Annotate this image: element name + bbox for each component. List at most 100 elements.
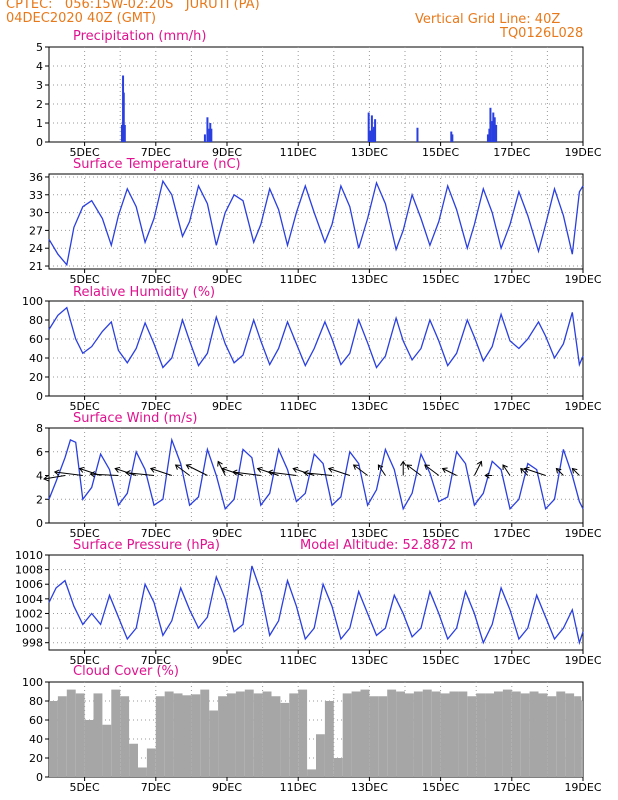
wind-vector [175,464,190,476]
precipitation-xtick-label: 11DEC [280,146,317,159]
wind-vector-head [114,466,121,473]
pressure-ytick-label: 1010 [15,549,43,562]
wind-vector [442,468,457,476]
humidity-frame [48,300,584,397]
wind-vector-head [256,466,263,473]
wind-ytick-label: 8 [36,422,43,435]
precip-bar [486,134,489,142]
precip-bar [206,117,209,142]
precip-bar [495,124,498,142]
pressure-ytick-label: 1008 [15,564,43,577]
wind-vector [473,461,482,476]
wind-vector [268,471,297,476]
cloud-bar [191,694,201,777]
humidity-title: Relative Humidity (%) [73,285,216,300]
header-location: CPTEC: 056:15W-02:20S JURUTI (PA) [6,0,260,12]
precip-bar [208,128,211,142]
pressure-xtick-label: 19DEC [564,654,601,667]
cloud-bar [111,689,121,777]
precip-bar [450,131,453,142]
wind-vector-head [520,467,526,474]
cloud-cover-ytick-label: 100 [22,676,43,689]
cloud-cover-xtick-label: 17DEC [493,781,530,794]
humidity-xtick-label: 19DEC [564,400,601,413]
wind-series-line [48,437,584,511]
humidity-xtick-label: 9DEC [212,400,242,413]
wind-vector-head [502,464,508,471]
cloud-bar [84,720,94,777]
cloud-bar [66,689,76,777]
cloud-bar [547,696,557,777]
cloud-bar [244,689,254,777]
cloud-bar [342,693,352,777]
pressure-xtick-label: 7DEC [141,654,171,667]
temperature-series-line [48,179,584,267]
cloud-bar [556,691,566,777]
wind-vector [520,468,529,476]
cloud-bar [324,701,334,777]
precip-bar [374,119,377,142]
precip-bar [492,112,495,142]
cloud-bar [574,696,582,777]
wind-vector [54,471,83,476]
cloud-cover-xtick-label: 9DEC [212,781,242,794]
wind-vector [125,472,155,476]
cloud-bar [57,696,67,777]
cloud-bar [146,748,156,777]
temperature-ytick-label: 21 [29,260,43,273]
cloud-bar [529,691,539,777]
temperature-ytick-label: 24 [29,242,43,255]
cloud-bar [387,689,397,777]
wind-vector-head [217,460,223,467]
wind-vector-head [267,469,274,476]
cloud-bar [280,702,290,777]
wind-vector [524,468,546,476]
precip-bar [416,127,419,142]
wind-ytick-label: 0 [36,517,43,530]
wind-vector [406,464,422,476]
cloud-bar [458,691,468,777]
pressure-xtick-label: 13DEC [351,654,388,667]
wind-vector-head [43,475,49,482]
wind-vector-head [292,466,299,473]
wind-vector-head [571,467,578,474]
pressure-ytick-label: 1006 [15,578,43,591]
cloud-bar [316,734,325,777]
precipitation-xtick-label: 15DEC [422,146,459,159]
wind-vector-head [352,464,359,470]
humidity-xtick-label: 5DEC [70,400,100,413]
temperature-ytick-label: 27 [29,224,43,237]
wind-vector [90,473,119,476]
cloud-bar [511,691,521,777]
cloud-bar [138,767,147,777]
cloud-bar [129,743,138,777]
wind-vector [378,464,386,476]
wind-vector-head [125,470,131,477]
temperature-xtick-label: 19DEC [564,273,601,286]
wind-xtick-label: 11DEC [280,527,317,540]
humidity-ytick-label: 0 [36,390,43,403]
precip-bar [203,134,206,142]
precipitation-ytick-label: 4 [36,60,43,73]
cloud-bar [93,693,103,777]
pressure-xtick-label: 15DEC [422,654,459,667]
cloud-bar [369,696,379,777]
wind-vector-head [555,467,562,474]
cloud-cover-xtick-label: 11DEC [280,781,317,794]
header-date: 04DEC2020 40Z (GMT) [6,11,157,26]
wind-vector [186,464,208,476]
precipitation-xtick-label: 19DEC [564,146,601,159]
precip-bar [451,134,454,142]
wind-xtick-label: 19DEC [564,527,601,540]
temperature-xtick-label: 17DEC [493,273,530,286]
precip-bar [209,123,212,142]
cloud-bar [235,691,245,777]
cloud-bar [581,701,583,777]
wind-xtick-label: 15DEC [422,527,459,540]
precipitation-ytick-label: 5 [36,41,43,54]
precip-bar [370,115,373,142]
wind-vector-head [78,466,85,473]
humidity-ytick-label: 60 [29,333,43,346]
cloud-cover-xtick-label: 7DEC [141,781,171,794]
